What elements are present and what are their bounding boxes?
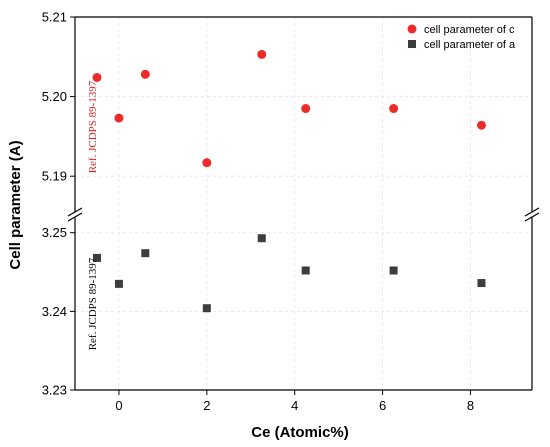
ticks-layer: 0 2 4 6 8 5.19 5.20 5.21 3.23 3.24 3.25: [42, 10, 474, 414]
y-axis-title: Cell parameter (A): [7, 140, 24, 269]
point-a-4: [257, 234, 266, 243]
reference-annotation-upper: Ref. JCDPS 89-1397: [87, 80, 99, 173]
marks-layer: [92, 49, 486, 313]
legend-marker-a: [408, 40, 416, 48]
y-tick-label-upper-0: 5.19: [42, 169, 67, 184]
point-a-1: [114, 279, 123, 288]
y-tick-label-lower-1: 3.24: [42, 304, 67, 319]
x-tick-label-0: 0: [115, 398, 122, 413]
point-a-2: [141, 249, 150, 258]
x-tick-label-3: 6: [379, 398, 386, 413]
point-c-7: [476, 120, 486, 130]
point-a-0: [92, 253, 101, 262]
point-c-0: [92, 72, 102, 82]
reference-annotation-lower: Ref. JCDPS 89-1397: [87, 257, 99, 350]
x-tick-label-2: 4: [291, 398, 298, 413]
y-tick-label-upper-2: 5.21: [42, 10, 67, 25]
axis-break-mark-right-1: [524, 207, 540, 217]
point-c-2: [140, 69, 150, 79]
point-c-3: [202, 158, 212, 168]
point-a-3: [202, 304, 211, 313]
point-c-5: [301, 104, 311, 114]
y-tick-label-lower-2: 3.25: [42, 225, 67, 240]
y-tick-label-lower-0: 3.23: [42, 383, 67, 398]
legend: cell parameter of c cell parameter of a: [407, 24, 516, 51]
legend-marker-c: [407, 24, 417, 34]
legend-label-a: cell parameter of a: [424, 39, 516, 51]
x-tick-label-1: 2: [203, 398, 210, 413]
point-a-5: [301, 266, 310, 275]
axes-layer: [67, 16, 540, 391]
x-axis-title: Ce (Atomic%): [251, 424, 349, 441]
point-a-7: [477, 279, 486, 288]
axis-break-mark-left-1: [67, 207, 83, 217]
point-a-6: [389, 266, 398, 275]
y-tick-label-upper-1: 5.20: [42, 89, 67, 104]
x-tick-label-4: 8: [467, 398, 474, 413]
legend-label-c: cell parameter of c: [424, 24, 515, 36]
point-c-1: [114, 113, 124, 123]
point-c-6: [389, 104, 399, 114]
axis-break-mark-right-2: [524, 212, 540, 222]
point-c-4: [257, 49, 267, 59]
axis-break-mark-left-2: [67, 212, 83, 222]
